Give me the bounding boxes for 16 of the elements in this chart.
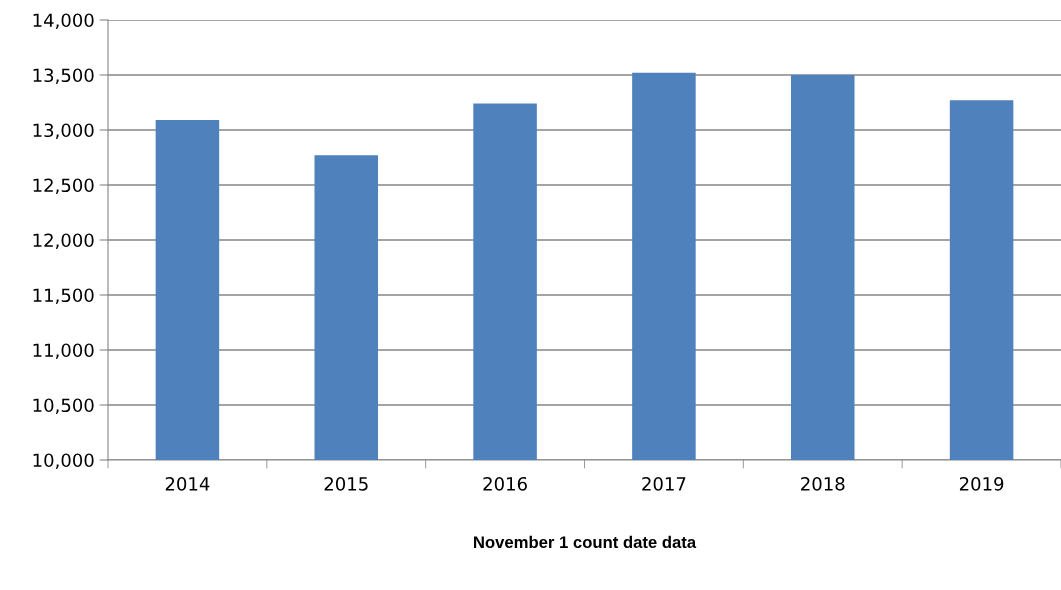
- y-tick-label: 12,000: [33, 233, 94, 249]
- x-tick-label: 2015: [324, 476, 368, 491]
- y-tick-label: 13,500: [33, 68, 94, 84]
- x-tick-label: 2019: [959, 476, 1004, 491]
- x-tick-label: 2017: [642, 476, 686, 491]
- y-tick-label: 13,000: [33, 123, 94, 139]
- y-tick-label: 11,000: [33, 343, 94, 359]
- y-tick-label: 12,500: [33, 178, 94, 194]
- y-tick-label: 10,000: [33, 453, 94, 469]
- x-tick-label: 2016: [483, 476, 527, 491]
- x-tick-label: 2014: [165, 476, 210, 491]
- y-tick-label: 14,000: [33, 13, 94, 29]
- x-tick-label: 2018: [801, 476, 845, 491]
- y-tick-label: 11,500: [33, 288, 94, 304]
- x-axis-title: November 1 count date data: [474, 535, 697, 549]
- y-tick-label: 10,500: [33, 398, 94, 414]
